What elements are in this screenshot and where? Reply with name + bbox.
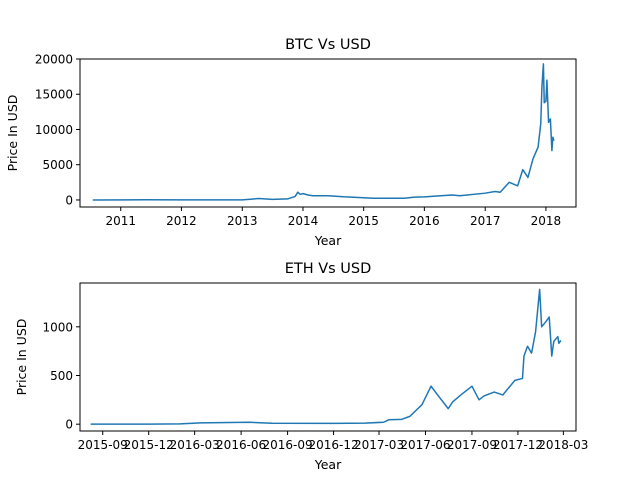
y-tick-label: 15000 <box>35 88 73 102</box>
x-tick-label: 2015-09 <box>78 438 128 452</box>
y-tick-label: 20000 <box>35 53 73 67</box>
x-tick-label: 2018 <box>531 214 562 228</box>
y-tick-label: 5000 <box>42 158 73 172</box>
x-tick-label: 2016 <box>409 214 440 228</box>
x-tick-label: 2016-03 <box>170 438 220 452</box>
x-tick-label: 2017-03 <box>354 438 404 452</box>
x-tick-label: 2017-12 <box>493 438 543 452</box>
x-axis-label: Year <box>314 233 342 248</box>
x-tick-label: 2016-09 <box>263 438 313 452</box>
axes-frame <box>79 282 577 432</box>
x-tick-label: 2018-03 <box>538 438 588 452</box>
x-tick-label: 2011 <box>105 214 136 228</box>
x-axis-label: Year <box>314 457 342 472</box>
x-tick-label: 2014 <box>288 214 319 228</box>
series-line <box>90 288 562 425</box>
x-tick-label: 2017 <box>470 214 501 228</box>
y-tick-label: 0 <box>65 418 73 432</box>
chart-title: ETH Vs USD <box>285 261 372 277</box>
chart-title: BTC Vs USD <box>285 37 371 53</box>
x-tick-label: 2016-06 <box>216 438 266 452</box>
y-tick-label: 1000 <box>42 320 73 334</box>
series-line <box>92 63 555 201</box>
y-axis-label: Price In USD <box>14 319 29 396</box>
x-tick-label: 2016-12 <box>308 438 358 452</box>
y-axis-label: Price In USD <box>5 95 20 172</box>
x-tick-label: 2015-12 <box>124 438 174 452</box>
y-tick-label: 500 <box>50 369 73 383</box>
axes-frame <box>79 58 577 208</box>
chart-1: 2011 2012 2013 2014 2015 2016 2017 2018 0 5000 100… <box>5 37 577 248</box>
x-tick-label: 2015 <box>348 214 379 228</box>
x-tick-label: 2017-09 <box>447 438 497 452</box>
x-tick-label: 2017-06 <box>400 438 450 452</box>
x-tick-label: 2013 <box>227 214 258 228</box>
chart-2: 2015-092015-122016-032016-062016-092016-… <box>14 261 588 472</box>
x-tick-label: 2012 <box>166 214 197 228</box>
y-tick-label: 0 <box>65 193 73 207</box>
y-tick-label: 10000 <box>35 123 73 137</box>
